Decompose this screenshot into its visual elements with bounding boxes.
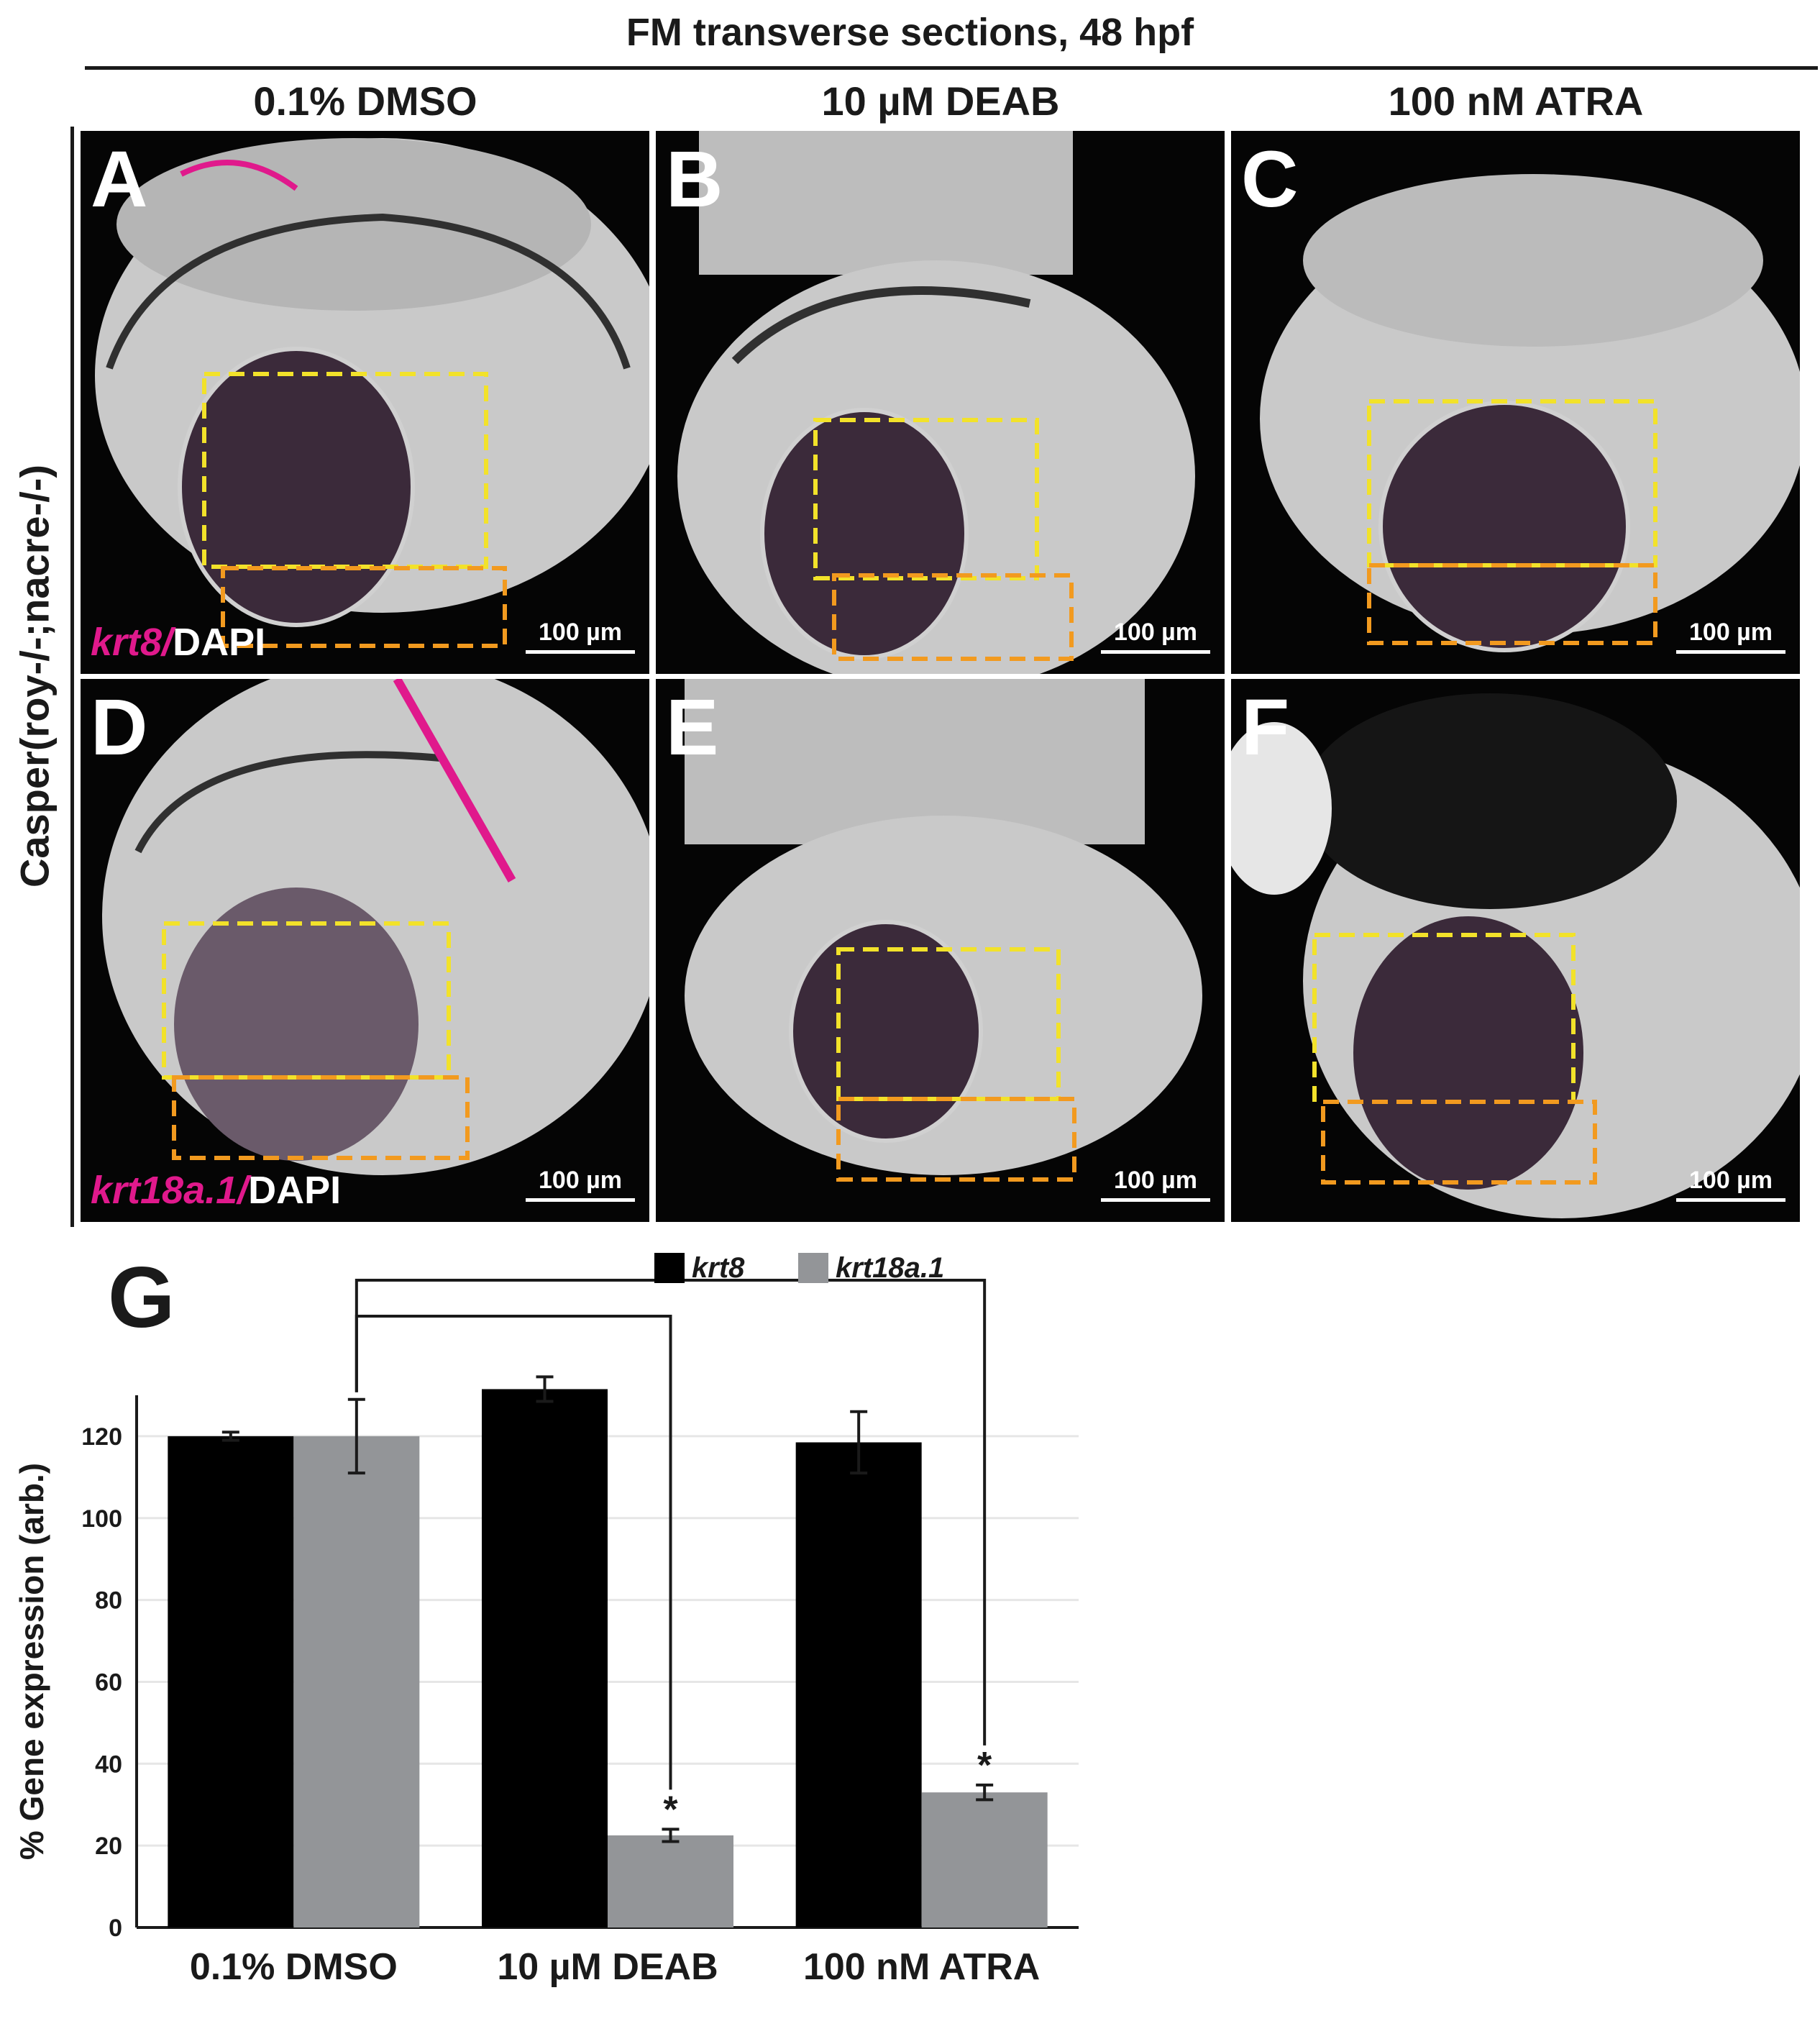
scale-bar-e [1101,1198,1210,1202]
x-tick-label: 0.1% DMSO [190,1946,398,1988]
bar-krt18a1-0 [293,1436,420,1927]
column-header-deab: 10 µM DEAB [821,78,1060,124]
micrograph-panel-c: C 100 µm [1231,131,1800,674]
panel-letter-a: A [91,135,148,224]
scale-label-c: 100 µm [1689,619,1773,646]
significance-marker: * [663,1789,678,1830]
micrograph-image-c [1260,174,1800,652]
legend-label: krt8 [692,1252,745,1284]
bar-krt8-1 [482,1389,608,1927]
micrograph-panel-a: A krt8/DAPI 100 µm [81,131,649,674]
bar-krt18a1-1 [608,1835,733,1927]
significance-marker: * [977,1745,992,1787]
panel-letter-f: F [1241,683,1290,772]
y-tick-label: 120 [81,1423,122,1451]
stain-label-krt18a1: krt18a.1/DAPI [91,1168,341,1213]
column-header-atra: 100 nM ATRA [1388,78,1644,124]
y-tick-label: 80 [95,1587,122,1615]
x-tick-label: 10 µM DEAB [497,1946,718,1988]
scale-bar-d [526,1198,635,1202]
micrograph-image-f [1231,693,1800,1218]
scale-bar-a [526,650,635,654]
scale-label-e: 100 µm [1114,1167,1197,1194]
x-tick-label: 100 nM ATRA [803,1946,1040,1988]
y-tick-label: 60 [95,1669,122,1696]
y-tick-label: 100 [81,1505,122,1533]
scale-label-f: 100 µm [1689,1167,1773,1194]
scale-label-d: 100 µm [539,1167,622,1194]
scale-label-b: 100 µm [1114,619,1197,646]
scale-bar-b [1101,650,1210,654]
micrograph-panel-b: B 100 µm [656,131,1225,674]
figure-title: FM transverse sections, 48 hpf [626,11,1194,54]
bar-krt8-0 [168,1436,294,1927]
row-label: Casper(roy-/-;nacre-/-) [12,464,58,888]
scale-bar-c [1676,650,1785,654]
micrograph-image-d [102,679,649,1175]
micrograph-panel-f: F 100 µm [1231,679,1800,1222]
scale-bar-f [1676,1198,1785,1202]
micrograph-image-b [677,131,1195,674]
bar-krt8-2 [795,1442,922,1927]
stain-dapi-d: DAPI [248,1169,342,1212]
stain-gene-krt8: krt8/ [91,621,173,664]
row-bracket-line [70,127,74,1227]
legend-swatch [798,1253,828,1283]
stain-dapi-a: DAPI [173,621,266,664]
y-tick-label: 0 [109,1915,122,1942]
micrograph-panel-d: D krt18a.1/DAPI 100 µm [81,679,649,1222]
legend-swatch [654,1253,685,1283]
title-underline [85,66,1818,70]
legend-label: krt18a.1 [836,1252,944,1284]
micrograph-image-a [95,138,649,648]
panel-letter-g: G [108,1249,175,1346]
micrograph-image-e [685,679,1202,1182]
panel-letter-c: C [1241,135,1299,224]
bar-chart: 0 20 40 60 80 100 120 G % Gene expression (arb.)… [13,1249,1079,1988]
panel-letter-b: B [666,135,723,224]
y-axis-label: % Gene expression (arb.) [13,1463,50,1860]
bar-krt18a1-2 [921,1792,1048,1927]
y-tick-label: 20 [95,1833,122,1860]
column-header-dmso: 0.1% DMSO [253,78,477,124]
panel-letter-e: E [666,683,719,772]
scale-label-a: 100 µm [539,619,622,646]
stain-gene-krt18a1: krt18a.1/ [91,1169,249,1212]
stain-label-krt8: krt8/DAPI [91,620,265,665]
y-tick-label: 40 [95,1751,122,1778]
panel-letter-d: D [91,683,148,772]
micrograph-panel-e: E 100 µm [656,679,1225,1222]
